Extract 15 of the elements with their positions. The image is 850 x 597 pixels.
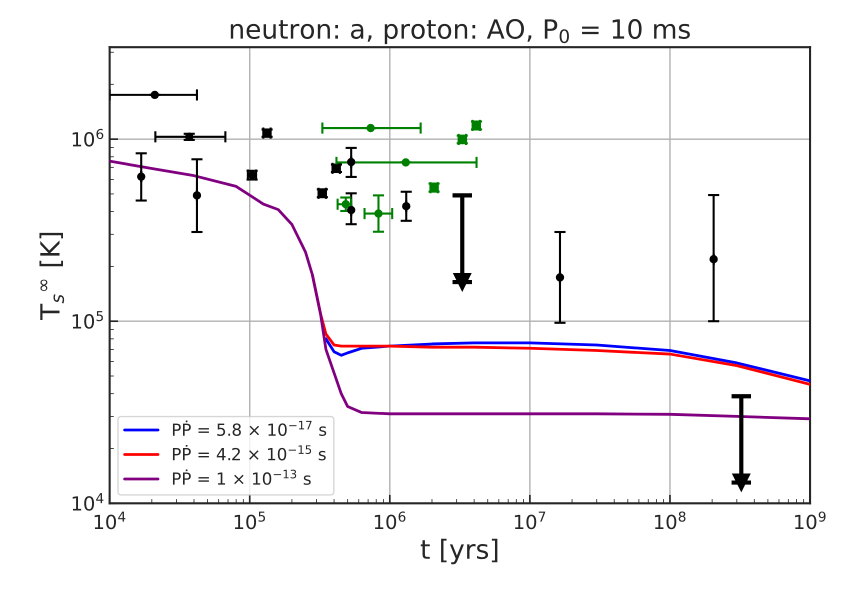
y-axis-title: T$_{s}$$^{∞}$ [K] — [39, 232, 64, 320]
y-tick-label: 10$^{6}$ — [72, 128, 104, 147]
y-tick-label: 10$^{5}$ — [72, 311, 103, 329]
y-tick-label: 10$^{4}$ — [72, 493, 104, 511]
x-tick-label: 10$^{7}$ — [514, 512, 546, 530]
x-tick-label: 10$^{5}$ — [234, 512, 266, 530]
chart-title: neutron: a, proton: AO, P$_{0}$ = 10 ms — [230, 19, 690, 44]
legend-label: PṖ = 5.8 × 10$^{−17}$ s — [172, 420, 326, 436]
x-axis-title: t [yrs] — [420, 538, 498, 564]
legend-label: PṖ = 1 × 10$^{−13}$ s — [172, 469, 311, 485]
x-tick-label: 10$^{8}$ — [654, 511, 686, 530]
x-tick-label: 10$^{9}$ — [795, 511, 826, 530]
legend-label: PṖ = 4.2 × 10$^{−15}$ s — [172, 445, 326, 460]
x-tick-label: 10$^{4}$ — [94, 512, 126, 530]
x-tick-label: 10$^{6}$ — [374, 511, 406, 530]
